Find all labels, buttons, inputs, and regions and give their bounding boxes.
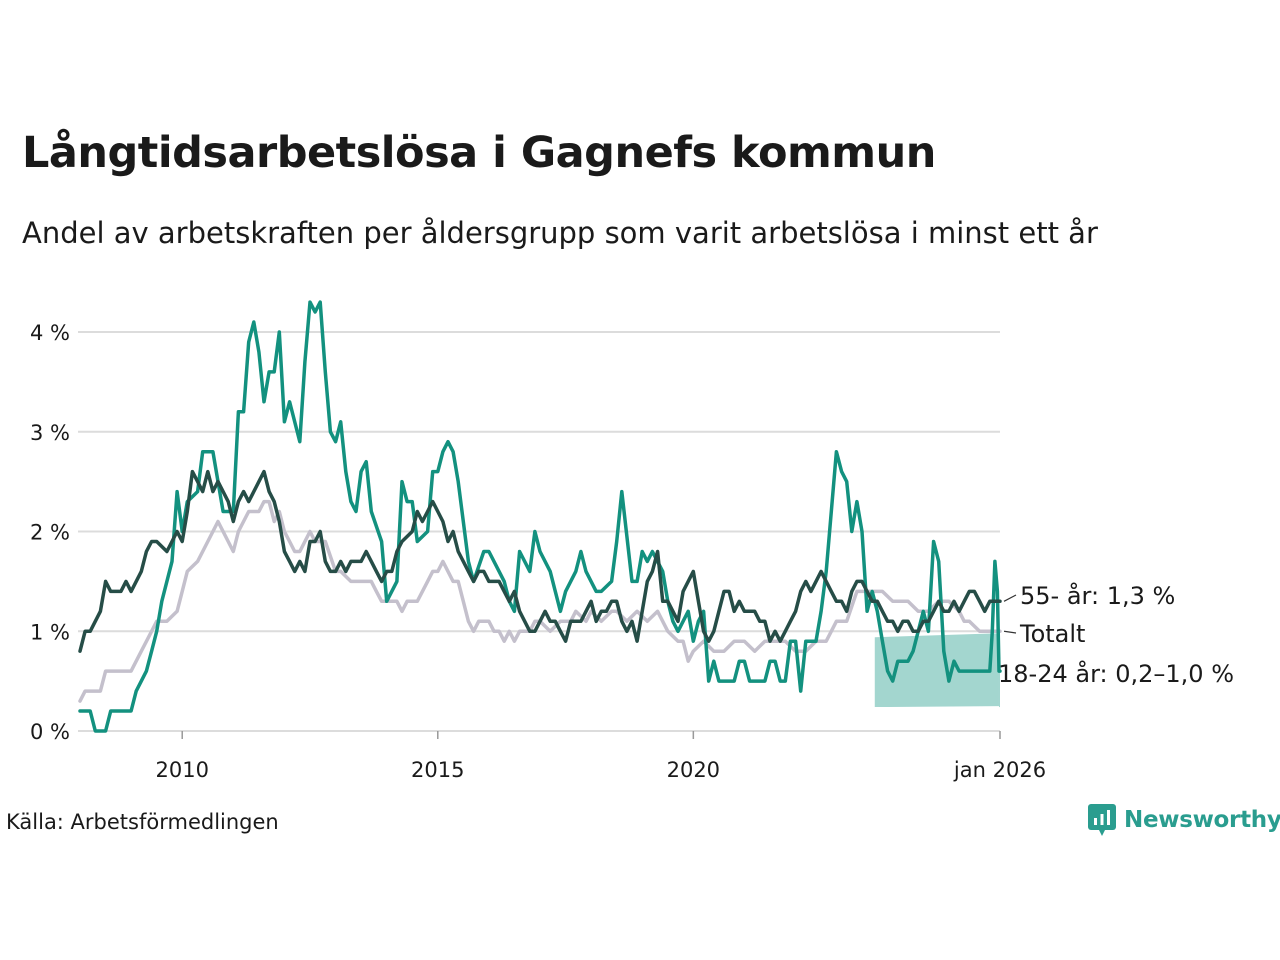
chart-subtitle: Andel av arbetskraften per åldersgrupp s… <box>22 216 1098 250</box>
x-tick-label: 2015 <box>411 758 464 782</box>
uncertainty-band <box>874 633 999 708</box>
series-line-1 <box>78 300 1002 733</box>
y-tick-label: 4 % <box>30 321 70 345</box>
label-leader <box>1003 630 1017 634</box>
brand-logo: Newsworthy <box>1088 804 1280 836</box>
brand-name: Newsworthy <box>1124 807 1280 833</box>
series-layer <box>78 300 1002 733</box>
series-label: Totalt <box>1019 620 1085 648</box>
newsworthy-logo-icon <box>1088 804 1116 836</box>
series-label: 18-24 år: 0,2–1,0 % <box>998 659 1234 688</box>
axis-layer: 0 % 1 % 2 % 3 % 4 % 2010 2015 2020 jan 2026 <box>30 321 1046 782</box>
series-label: 55- år: 1,3 % <box>1020 581 1175 610</box>
chart-title: Långtidsarbetslösa i Gagnefs kommun <box>22 128 936 178</box>
series-line-0 <box>78 499 1002 703</box>
y-tick-label: 2 % <box>30 521 70 545</box>
source-note: Källa: Arbetsförmedlingen <box>6 810 279 834</box>
gridlines <box>78 331 1000 732</box>
uncertainty-band-layer <box>874 631 1000 708</box>
y-tick-label: 0 % <box>30 720 70 744</box>
label-leader <box>1003 594 1017 602</box>
series-line-2 <box>78 469 1002 653</box>
x-tick-label: jan 2026 <box>953 758 1046 782</box>
x-tick-label: 2010 <box>155 758 208 782</box>
x-tick-label: 2020 <box>667 758 720 782</box>
y-tick-label: 3 % <box>30 421 70 445</box>
y-tick-label: 1 % <box>30 620 70 644</box>
series-label-layer: Totalt 18-24 år: 0,2–1,0 % 55- år: 1,3 % <box>998 581 1234 688</box>
